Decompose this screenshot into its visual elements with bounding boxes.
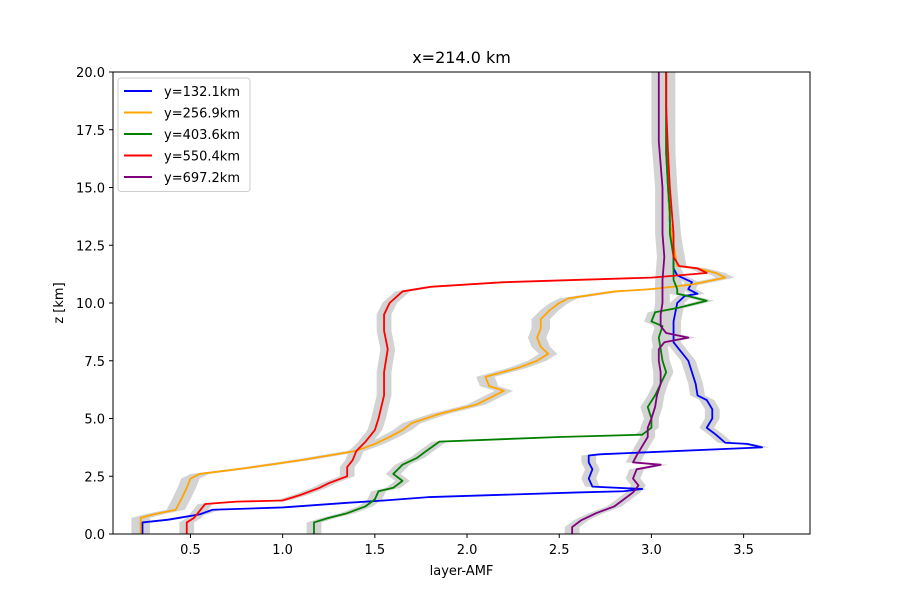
- series-line-5: [571, 72, 690, 534]
- uncertainty-band-series-2: [131, 72, 735, 534]
- y-tick-label: 15.0: [76, 182, 105, 197]
- y-tick-label: 17.5: [76, 124, 105, 139]
- y-tick-label: 7.5: [84, 355, 105, 370]
- x-tick-label: 2.0: [457, 543, 478, 558]
- chart-title: x=214.0 km: [412, 48, 511, 67]
- y-axis-label: z [km]: [52, 282, 67, 323]
- y-tick-label: 5.0: [84, 413, 105, 428]
- y-tick-label: 10.0: [76, 297, 105, 312]
- y-tick-label: 2.5: [84, 470, 105, 485]
- x-tick-label: 3.5: [733, 543, 754, 558]
- legend-label-5: y=697.2km: [164, 171, 240, 186]
- y-tick-label: 12.5: [76, 239, 105, 254]
- legend: y=132.1km y=256.9km y=403.6km y=550.4km y=69…: [117, 77, 251, 192]
- x-tick-label: 1.5: [364, 543, 385, 558]
- y-tick-label: 0.0: [84, 528, 105, 543]
- legend-label-3: y=403.6km: [164, 128, 240, 143]
- y-tick-label: 20.0: [76, 66, 105, 81]
- x-axis-ticks: 0.5 1.0 1.5 2.0 2.5 3.0 3.5: [180, 534, 754, 558]
- x-tick-label: 1.0: [272, 543, 293, 558]
- series-line-1: [141, 72, 763, 534]
- x-axis-label: layer-AMF: [430, 564, 494, 579]
- x-tick-label: 2.5: [549, 543, 570, 558]
- x-tick-label: 0.5: [180, 543, 201, 558]
- legend-label-2: y=256.9km: [164, 107, 240, 122]
- y-axis-ticks: 0.0 2.5 5.0 7.5 10.0 12.5 15.0 17.5 20.0: [76, 66, 113, 543]
- series-line-4: [185, 72, 708, 534]
- legend-label-1: y=132.1km: [164, 85, 240, 100]
- legend-box: [117, 77, 251, 192]
- series-lines: [139, 72, 763, 534]
- x-tick-label: 3.0: [641, 543, 662, 558]
- legend-label-4: y=550.4km: [164, 150, 240, 165]
